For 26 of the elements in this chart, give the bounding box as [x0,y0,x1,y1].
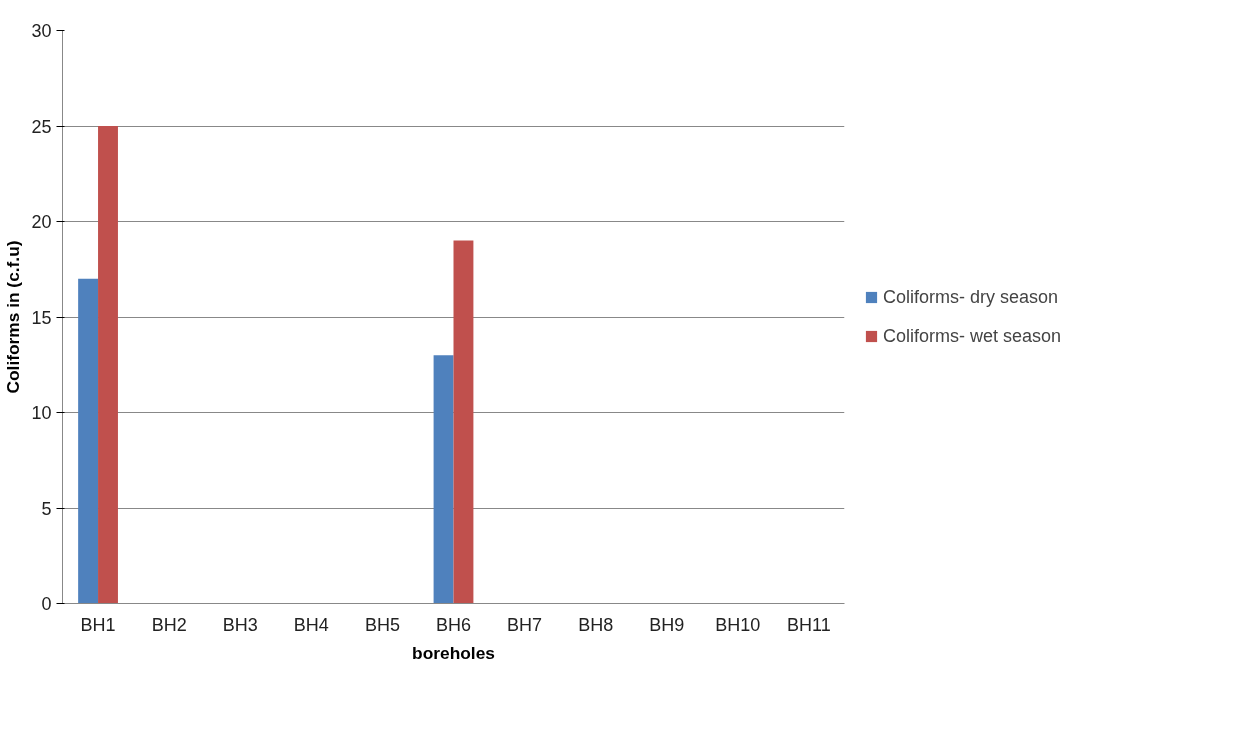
x-tick-label: BH3 [222,614,258,635]
x-tick-label: BH10 [715,614,761,635]
y-axis-title: Coliforms in (c.f.u) [3,240,24,394]
x-tick-label: BH2 [151,614,187,635]
y-tick-label: 5 [41,498,52,519]
x-tick-label: BH4 [293,614,329,635]
y-tick-label: 25 [31,116,52,137]
x-tick-label: BH8 [578,614,614,635]
legend-label: Coliforms- dry season [883,286,1059,308]
bar [433,355,454,604]
bar [78,278,99,604]
y-tick-label: 30 [31,21,52,41]
y-tick-label: 15 [31,307,52,328]
bar [98,126,118,604]
bar [453,240,474,604]
x-tick-label: BH6 [435,614,472,635]
x-tick-label: BH1 [80,614,116,635]
x-tick-label: BH5 [364,614,400,635]
x-axis-title: boreholes [412,642,495,663]
y-tick-label: 10 [31,403,52,423]
y-tick-label: 0 [41,594,52,614]
x-tick-label: BH11 [787,614,831,635]
x-tick-label: BH7 [507,614,543,635]
x-tick-label: BH9 [649,614,685,635]
legend-label: Coliforms- wet season [883,325,1062,347]
y-tick-label: 20 [31,212,52,232]
